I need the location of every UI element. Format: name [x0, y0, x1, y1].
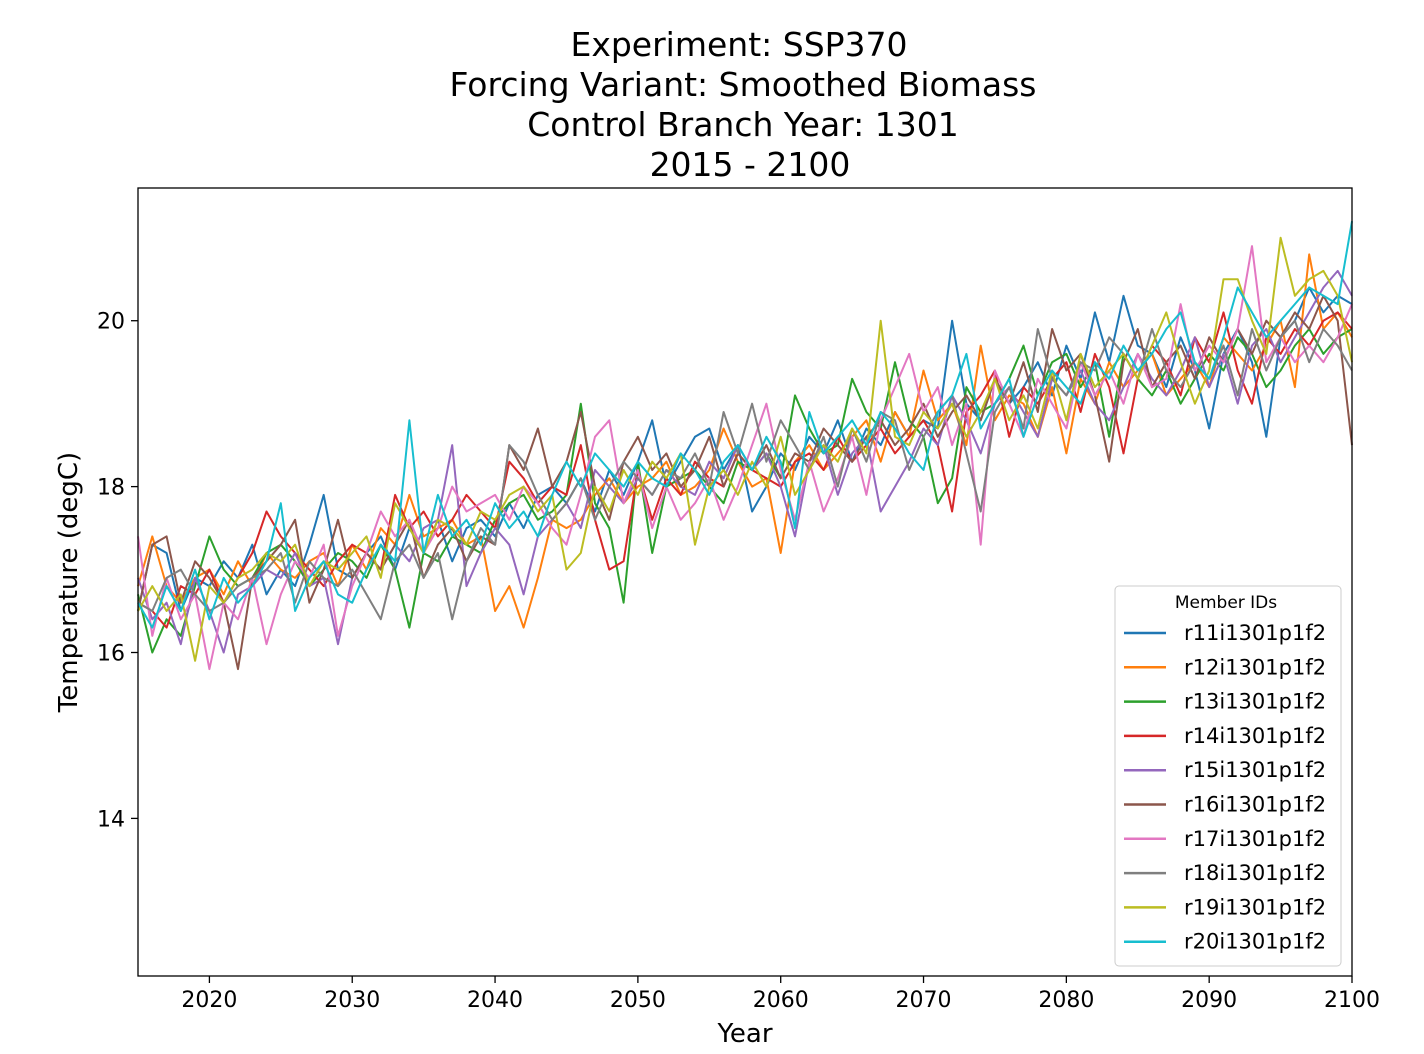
series-line-8 [137, 319, 1353, 621]
y-tick-label: 14 [97, 807, 125, 832]
series-line-7 [137, 245, 1353, 671]
x-tick-label: 2090 [1181, 988, 1237, 1013]
legend-title: Member IDs [1175, 593, 1277, 613]
series-line-6 [137, 294, 1353, 671]
legend-label-5: r15i1301p1f2 [1184, 758, 1326, 782]
x-tick-label: 2080 [1038, 988, 1094, 1013]
legend-label-10: r20i1301p1f2 [1184, 930, 1326, 954]
title-line-1: Experiment: SSP370 [570, 25, 907, 64]
legend-label-6: r16i1301p1f2 [1184, 793, 1326, 817]
x-axis: 2020 2030 2040 2050 2060 2070 2080 2090 2100 [181, 976, 1380, 1013]
legend-label-3: r13i1301p1f2 [1184, 690, 1326, 714]
x-tick-label: 2050 [610, 988, 666, 1013]
series-line-2 [137, 253, 1353, 629]
x-tick-label: 2100 [1324, 988, 1380, 1013]
legend-box [1114, 585, 1342, 967]
x-tick-label: 2060 [753, 988, 809, 1013]
x-tick-label: 2070 [896, 988, 952, 1013]
y-tick-label: 20 [97, 310, 125, 335]
legend-label-2: r12i1301p1f2 [1184, 655, 1326, 679]
chart-title: Experiment: SSP370 Forcing Variant: Smoo… [450, 25, 1037, 184]
series-line-1 [137, 286, 1353, 612]
y-axis-label: Temperature (degC) [54, 452, 84, 713]
x-axis-label: Year [716, 1019, 772, 1049]
title-line-3: Control Branch Year: 1301 [527, 105, 959, 144]
series-line-10 [137, 221, 1353, 629]
legend-label-7: r17i1301p1f2 [1184, 827, 1326, 851]
y-tick-label: 18 [97, 476, 125, 501]
x-tick-label: 2020 [181, 988, 237, 1013]
legend: Member IDs r11i1301p1f2 r12i1301p1f2 r13i1… [1114, 585, 1342, 967]
series-lines [137, 221, 1353, 671]
x-tick-label: 2030 [324, 988, 380, 1013]
legend-label-9: r19i1301p1f2 [1184, 895, 1326, 919]
y-axis: 14 16 18 20 [97, 310, 138, 832]
legend-label-1: r11i1301p1f2 [1184, 621, 1326, 645]
title-line-4: 2015 - 2100 [650, 145, 851, 184]
legend-label-4: r14i1301p1f2 [1184, 724, 1326, 748]
y-tick-label: 16 [97, 642, 125, 667]
series-line-9 [137, 236, 1353, 662]
plot-frame [137, 187, 1353, 977]
x-tick-label: 2040 [467, 988, 523, 1013]
title-line-2: Forcing Variant: Smoothed Biomass [450, 65, 1037, 104]
legend-label-8: r18i1301p1f2 [1184, 861, 1326, 885]
